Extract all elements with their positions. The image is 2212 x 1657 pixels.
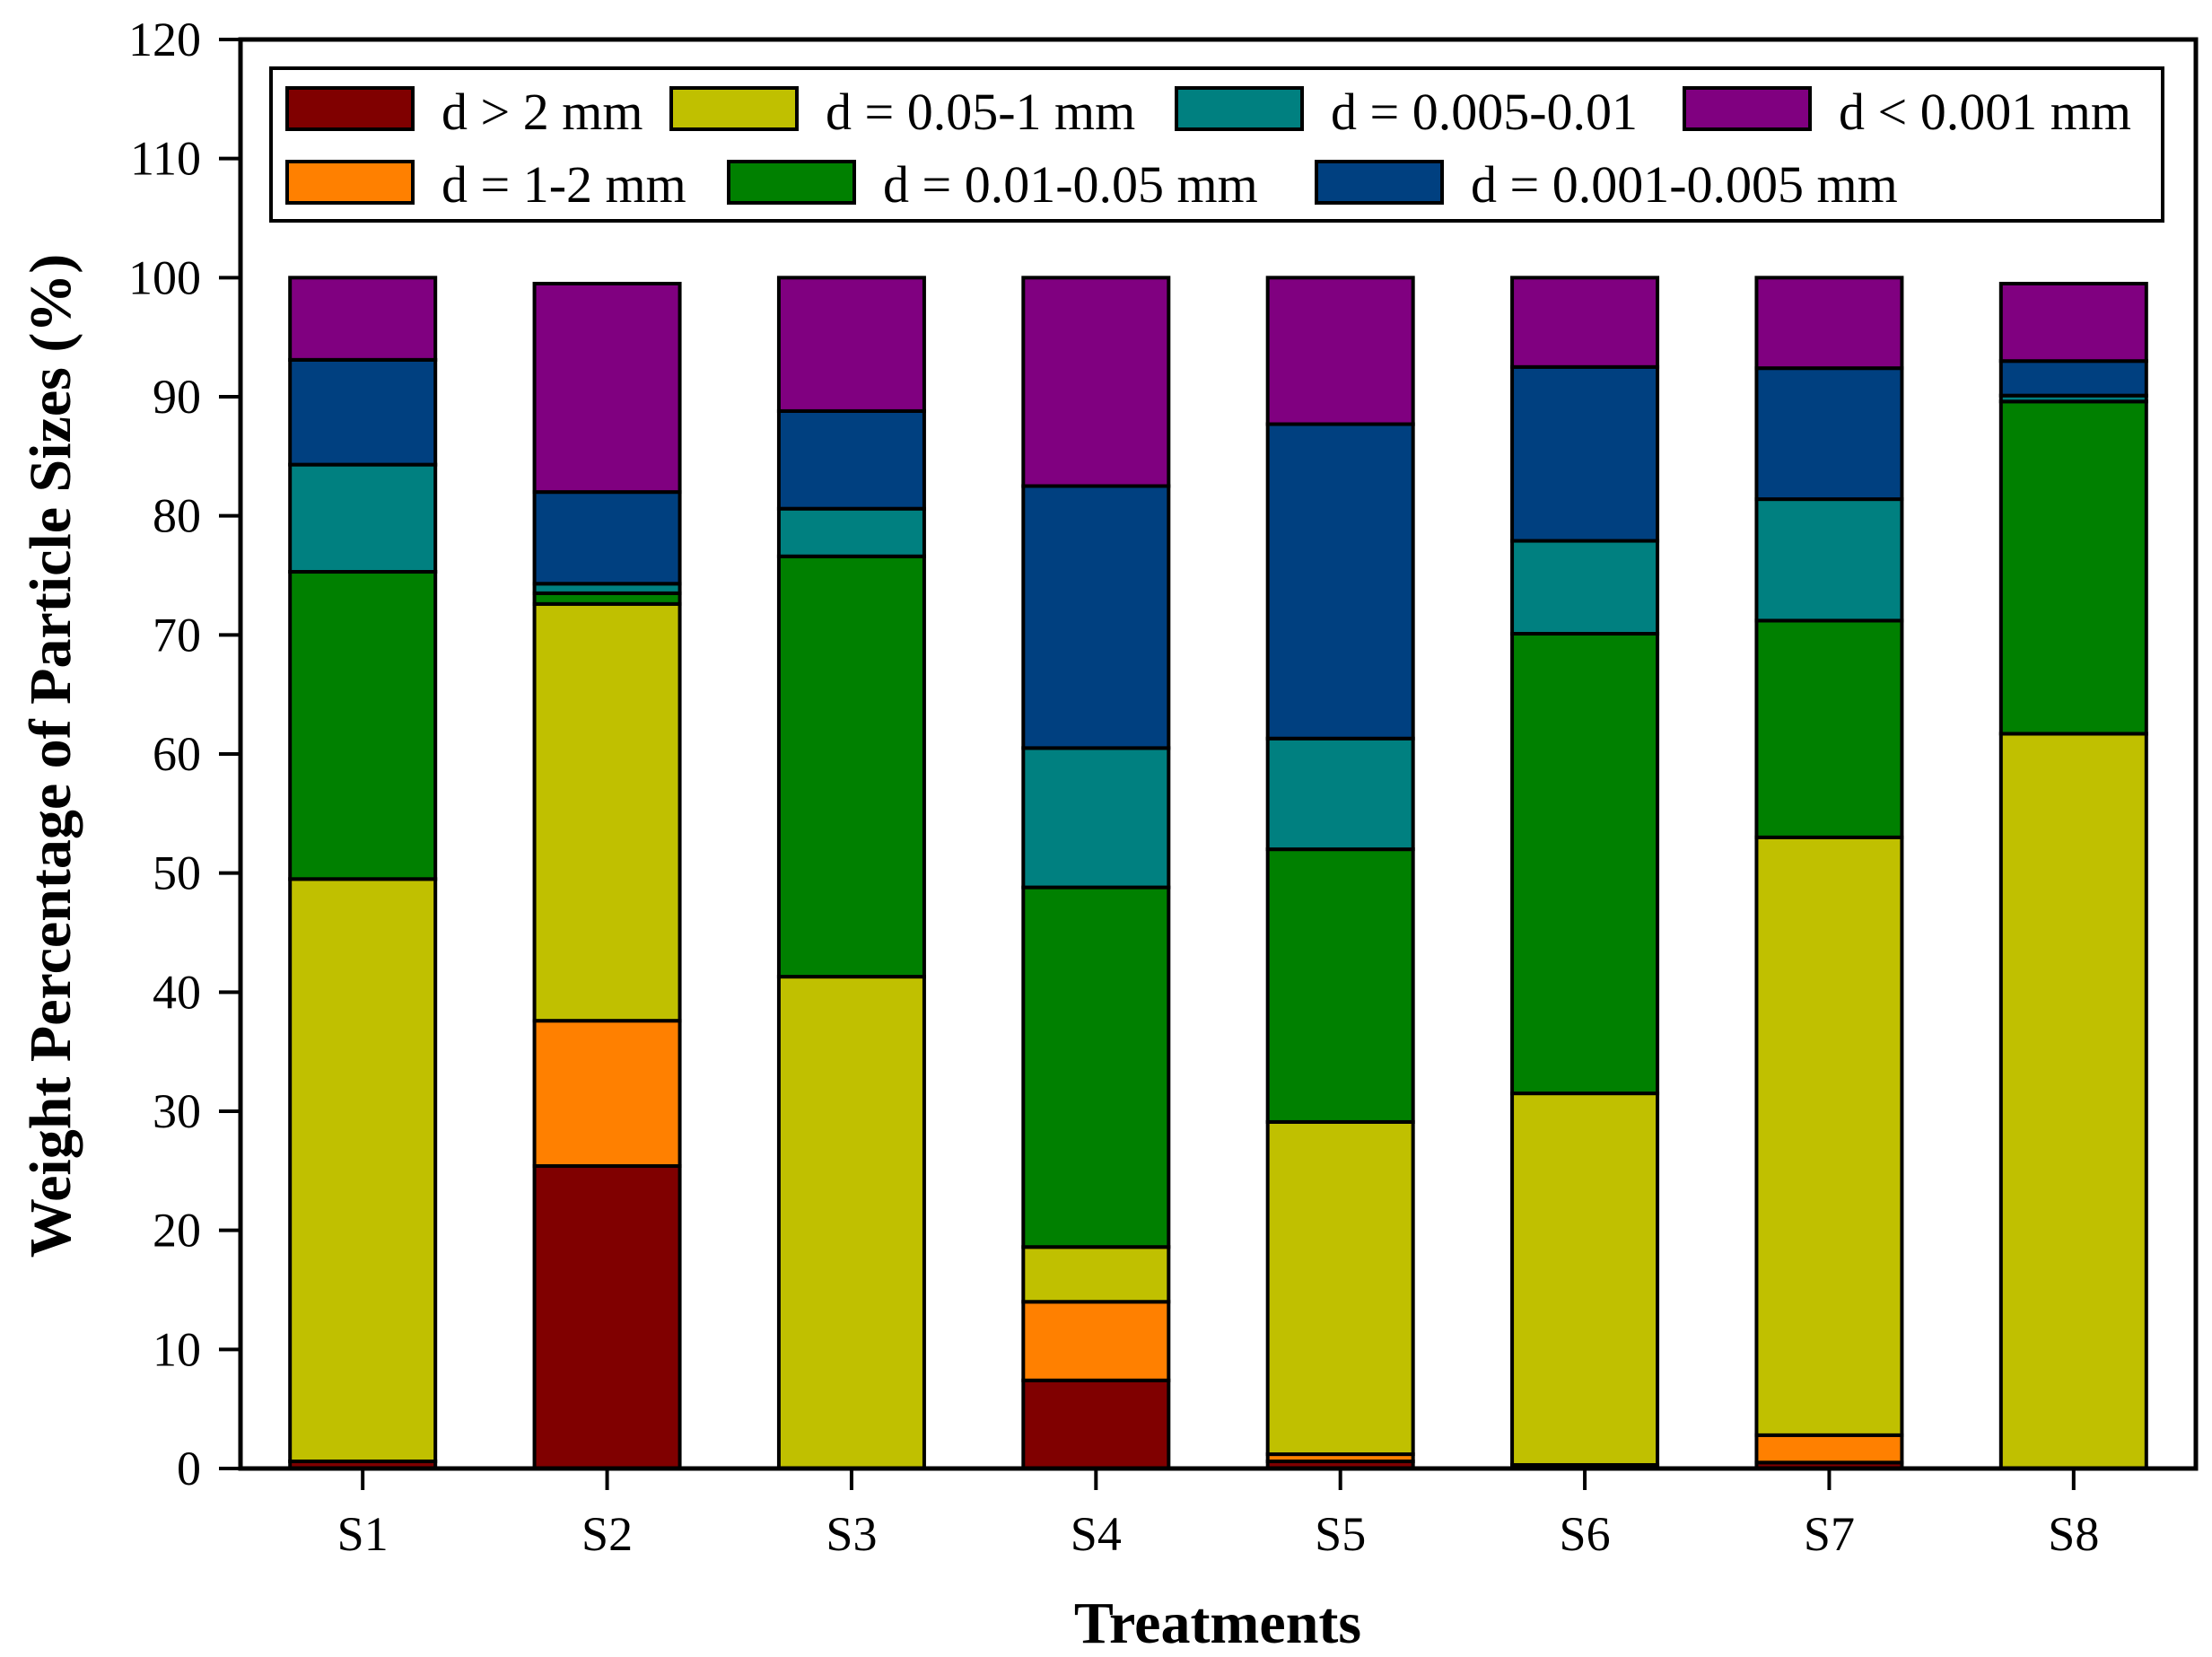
y-tick-label-50: 50 — [153, 846, 201, 900]
bar-segment-s8-series-6 — [1998, 281, 2148, 364]
bar-segment-s3-series-3 — [776, 554, 926, 979]
bar-segment-s3-series-2 — [776, 975, 926, 1470]
y-tick-label-90: 90 — [153, 370, 201, 424]
bar-segment-s8-series-3 — [1998, 399, 2148, 736]
bar-segment-s5-series-3 — [1265, 847, 1415, 1124]
bar-segment-s4-series-3 — [1021, 885, 1171, 1249]
bar-segment-s5-series-2 — [1265, 1119, 1415, 1457]
bar-segment-s2-series-6 — [532, 281, 682, 495]
bar-segment-s6-series-2 — [1510, 1092, 1660, 1468]
legend-label-series-5: d = 0.001-0.005 mm — [1471, 155, 1898, 214]
legend-swatch-series-2 — [669, 86, 799, 131]
bar-segment-s4-series-2 — [1021, 1245, 1171, 1304]
bar-segment-s1-series-6 — [288, 276, 438, 362]
bar-segment-s7-series-4 — [1754, 497, 1904, 623]
axes-layer: S1 S2 S3 S4 S5 S6 S7 S8 0 10 20 30 40 50 60 70 80 90 100 11… — [128, 13, 2199, 1561]
x-tick-label-s2: S2 — [581, 1507, 633, 1561]
bar-segment-s4-series-6 — [1021, 276, 1171, 488]
bar-segment-s7-series-3 — [1754, 618, 1904, 839]
bar-segment-s1-series-3 — [288, 570, 438, 881]
y-tick-label-100: 100 — [128, 250, 201, 304]
bar-segment-s4-series-0 — [1021, 1378, 1171, 1470]
x-axis-title: Treatments — [1074, 1591, 1361, 1656]
bar-segment-s6-series-3 — [1510, 632, 1660, 1096]
x-tick-label-s8: S8 — [2048, 1507, 2099, 1561]
legend-label-series-6: d < 0.001 mm — [1839, 83, 2131, 141]
y-tick-label-80: 80 — [153, 489, 201, 543]
x-tick-label-s5: S5 — [1315, 1507, 1366, 1561]
y-tick-label-70: 70 — [153, 608, 201, 662]
y-tick-label-120: 120 — [128, 13, 201, 66]
bar-segment-s4-series-5 — [1021, 484, 1171, 750]
x-tick-label-s7: S7 — [1804, 1507, 1855, 1561]
legend-label-series-0: d > 2 mm — [442, 83, 643, 141]
y-tick-label-60: 60 — [153, 727, 201, 781]
bar-segment-s7-series-2 — [1754, 835, 1904, 1437]
bar-segment-s2-series-5 — [532, 490, 682, 586]
bar-segment-s5-series-5 — [1265, 422, 1415, 741]
legend-label-series-2: d = 0.05-1 mm — [826, 83, 1135, 141]
legend-swatch-series-5 — [1315, 160, 1444, 205]
legend: d > 2 mm d = 1-2 mm d = 0.05-1 mm d = 0.01-… — [269, 66, 2164, 223]
bar-segment-s8-series-2 — [1998, 732, 2148, 1470]
legend-swatch-series-4 — [1175, 86, 1304, 131]
y-tick-label-20: 20 — [153, 1204, 201, 1258]
bar-segment-s3-series-6 — [776, 276, 926, 413]
legend-swatch-series-0 — [285, 86, 415, 131]
y-tick-label-40: 40 — [153, 965, 201, 1019]
bar-segment-s2-series-1 — [532, 1019, 682, 1169]
legend-label-series-1: d = 1-2 mm — [442, 155, 686, 214]
bar-segment-s4-series-4 — [1021, 746, 1171, 890]
legend-label-series-4: d = 0.005-0.01 — [1331, 83, 1638, 141]
y-tick-label-30: 30 — [153, 1084, 201, 1138]
y-tick-label-10: 10 — [153, 1322, 201, 1376]
bar-segment-s6-series-4 — [1510, 539, 1660, 636]
x-tick-label-s4: S4 — [1071, 1507, 1122, 1561]
x-tick-label-s6: S6 — [1560, 1507, 1611, 1561]
bar-segment-s1-series-5 — [288, 357, 438, 467]
bar-segment-s8-series-5 — [1998, 359, 2148, 398]
bar-segment-s6-series-5 — [1510, 364, 1660, 543]
legend-swatch-series-1 — [285, 160, 415, 205]
bar-segment-s1-series-4 — [288, 462, 438, 574]
y-tick-label-0: 0 — [177, 1442, 201, 1495]
bar-segment-s7-series-5 — [1754, 366, 1904, 502]
bar-segment-s2-series-0 — [532, 1164, 682, 1470]
bar-segment-s7-series-1 — [1754, 1433, 1904, 1465]
bar-segment-s6-series-6 — [1510, 276, 1660, 369]
bar-segment-s3-series-5 — [776, 408, 926, 511]
legend-label-series-3: d = 0.01-0.05 mm — [883, 155, 1258, 214]
x-tick-label-s3: S3 — [826, 1507, 877, 1561]
bar-segment-s5-series-6 — [1265, 276, 1415, 426]
bar-segment-s3-series-4 — [776, 506, 926, 558]
bar-segment-s7-series-6 — [1754, 276, 1904, 371]
legend-swatch-series-6 — [1683, 86, 1812, 131]
bar-segment-s4-series-1 — [1021, 1300, 1171, 1382]
bar-segment-s2-series-2 — [532, 601, 682, 1023]
legend-swatch-series-3 — [727, 160, 856, 205]
bar-segment-s5-series-4 — [1265, 736, 1415, 852]
x-tick-label-s1: S1 — [337, 1507, 389, 1561]
bar-segment-s1-series-2 — [288, 877, 438, 1464]
bars-layer — [288, 276, 2148, 1471]
y-tick-label-110: 110 — [130, 132, 201, 186]
y-axis-title: Weight Percentage of Particle Sizes (%) — [18, 254, 83, 1258]
